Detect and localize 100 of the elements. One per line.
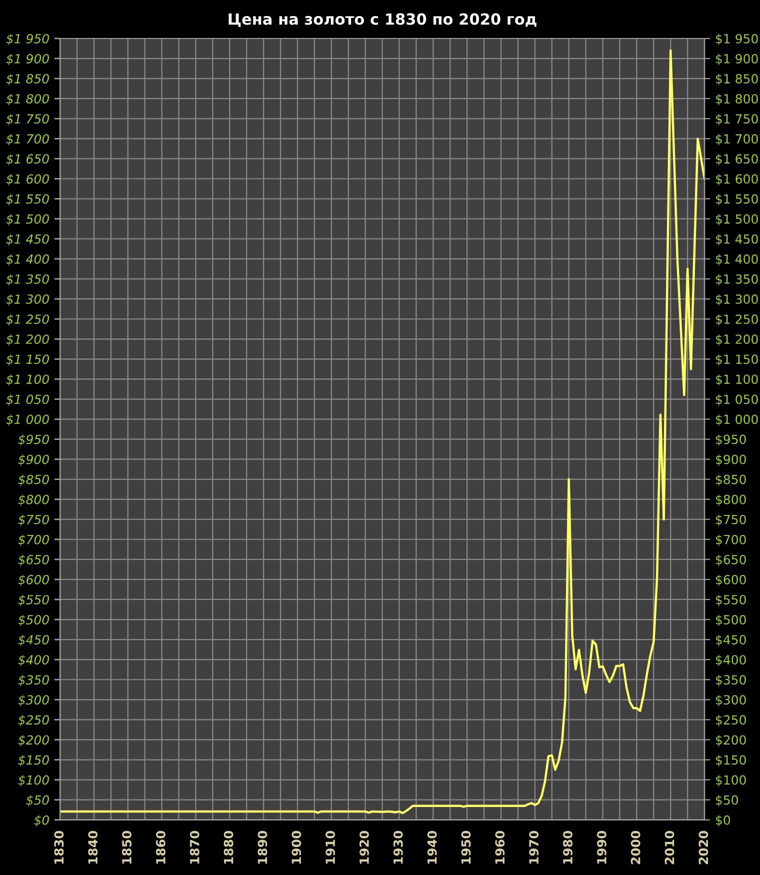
y-tick-label: $1 200 <box>6 334 49 346</box>
y-tick-label: $1 950 <box>6 34 49 46</box>
y-tick-label: $1 050 <box>6 394 49 406</box>
y-tick-label: $100 <box>18 775 49 786</box>
y-tick-label: $1 300 <box>6 294 49 306</box>
y2-tick-label: $1 400 <box>716 254 758 266</box>
y2-tick-label: $250 <box>716 714 746 726</box>
y-tick-label: $1 800 <box>6 94 49 106</box>
x-tick-label: 1890 <box>258 830 268 864</box>
y-tick-label: $1 700 <box>6 134 49 146</box>
x-tick-label: 1850 <box>122 830 132 864</box>
y-tick-label: $1 400 <box>6 254 49 266</box>
y2-tick-label: $850 <box>716 474 746 486</box>
y-tick-label: $1 150 <box>6 354 49 366</box>
x-tick-label: 1920 <box>359 830 369 864</box>
y2-tick-label: $750 <box>716 514 746 526</box>
y-tick-label: $1 650 <box>6 154 49 166</box>
y2-tick-label: $1 000 <box>716 414 758 426</box>
y2-tick-label: $1 350 <box>716 274 758 286</box>
y2-tick-label: $400 <box>716 654 746 666</box>
x-tick-label: 2000 <box>630 830 640 864</box>
x-tick-label: 2020 <box>698 830 708 864</box>
y-tick-label: $1 500 <box>6 214 49 226</box>
x-tick-label: 1940 <box>427 830 437 864</box>
y2-tick-label: $200 <box>716 734 746 746</box>
y-tick-label: $1 900 <box>6 54 49 66</box>
x-tick-label: 1870 <box>190 830 200 864</box>
chart-title: Цена на золото с 1830 по 2020 год <box>228 13 536 28</box>
y2-tick-label: $50 <box>716 795 738 806</box>
y-tick-label: $550 <box>18 594 49 606</box>
y2-tick-label: $1 500 <box>716 214 758 226</box>
y-tick-label: $1 350 <box>6 274 49 286</box>
y2-tick-label: $1 700 <box>716 134 758 146</box>
y-tick-label: $150 <box>18 755 49 766</box>
y-tick-label: $1 550 <box>6 194 49 206</box>
y-tick-label: $600 <box>18 574 49 586</box>
y2-tick-label: $900 <box>716 454 746 466</box>
y2-tick-label: $300 <box>716 694 746 706</box>
x-tick-label: 1860 <box>156 830 166 864</box>
y-tick-label: $750 <box>18 514 49 526</box>
y2-tick-label: $1 550 <box>716 194 758 206</box>
x-tick-label: 1910 <box>326 830 336 864</box>
x-tick-label: 2010 <box>664 830 674 864</box>
y2-tick-label: $800 <box>716 494 746 506</box>
y-tick-label: $350 <box>18 674 49 686</box>
y2-tick-label: $1 050 <box>716 394 758 406</box>
y-tick-label: $200 <box>18 734 49 746</box>
y2-tick-label: $450 <box>716 634 746 646</box>
y2-tick-label: $1 300 <box>716 294 758 306</box>
y-tick-label: $950 <box>18 434 49 446</box>
y-tick-label: $850 <box>18 474 49 486</box>
y2-tick-label: $1 750 <box>716 114 758 126</box>
y2-tick-label: $1 650 <box>716 154 758 166</box>
y2-tick-label: $1 850 <box>716 74 758 86</box>
y2-tick-label: $350 <box>716 674 746 686</box>
y2-tick-label: $700 <box>716 534 746 546</box>
y-tick-label: $1 000 <box>6 414 49 426</box>
x-tick-label: 1930 <box>393 830 403 864</box>
y2-tick-label: $100 <box>716 775 746 786</box>
y2-tick-label: $1 450 <box>716 234 758 246</box>
y2-tick-label: $600 <box>716 574 746 586</box>
y-tick-label: $1 250 <box>6 314 49 326</box>
y-tick-label: $1 450 <box>6 234 49 246</box>
y2-tick-label: $150 <box>716 755 746 766</box>
x-tick-label: 1970 <box>529 830 539 864</box>
y-tick-label: $1 750 <box>6 114 49 126</box>
x-tick-label: 1830 <box>54 830 64 864</box>
y2-tick-label: $1 100 <box>716 374 758 386</box>
x-tick-label: 1840 <box>88 830 98 864</box>
y-tick-label: $250 <box>18 714 49 726</box>
y2-tick-label: $1 200 <box>716 334 758 346</box>
x-tick-label: 1980 <box>563 830 572 864</box>
y2-tick-label: $1 800 <box>716 94 758 106</box>
x-tick-label: 1960 <box>495 830 505 864</box>
y2-tick-label: $650 <box>716 554 746 566</box>
x-tick-label: 1880 <box>224 830 234 864</box>
y2-tick-label: $1 950 <box>716 34 758 46</box>
y2-tick-label: $500 <box>716 614 746 626</box>
y-tick-label: $800 <box>18 494 49 506</box>
y-tick-label: $450 <box>18 634 49 646</box>
y2-tick-label: $1 150 <box>716 354 758 366</box>
x-tick-label: 1950 <box>461 830 471 864</box>
y-tick-label: $700 <box>18 534 49 546</box>
x-tick-label: 1990 <box>596 830 606 864</box>
y2-tick-label: $950 <box>716 434 746 446</box>
y-tick-label: $900 <box>18 454 49 466</box>
x-tick-label: 1900 <box>292 830 302 864</box>
y-tick-label: $400 <box>18 654 49 666</box>
y-tick-label: $50 <box>26 795 49 806</box>
y-tick-label: $0 <box>34 815 49 826</box>
y-tick-label: $1 850 <box>6 74 49 86</box>
y-tick-label: $650 <box>18 554 49 566</box>
y2-tick-label: $1 600 <box>716 174 758 186</box>
line-series <box>60 49 705 814</box>
y-tick-label: $500 <box>18 614 49 626</box>
y-tick-label: $1 600 <box>6 174 49 186</box>
y2-tick-label: $550 <box>716 594 746 606</box>
y2-tick-label: $0 <box>716 815 730 826</box>
y-tick-label: $1 100 <box>6 374 49 386</box>
y2-tick-label: $1 250 <box>716 314 758 326</box>
